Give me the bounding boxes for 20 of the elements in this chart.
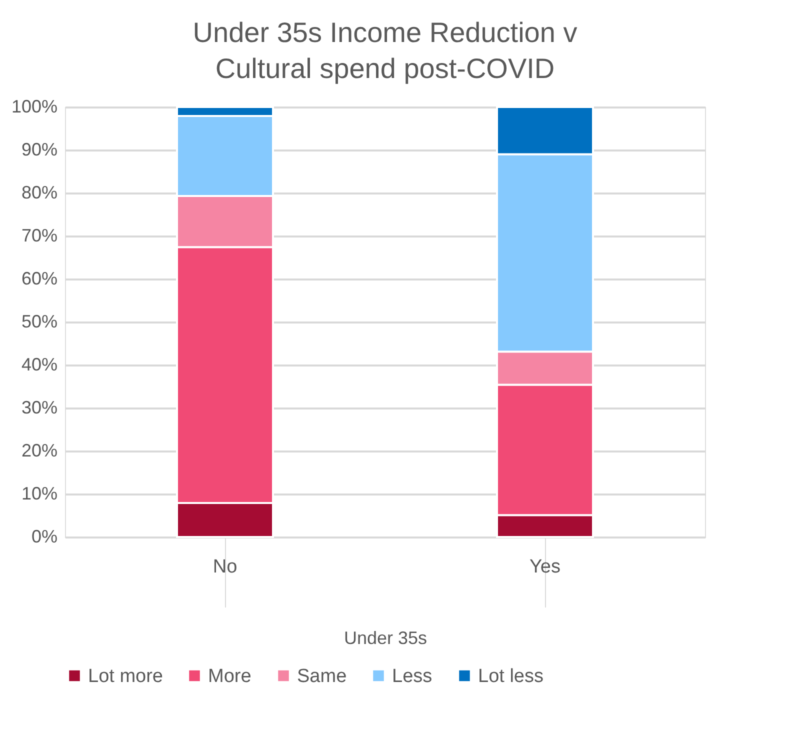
legend-label: Lot more (88, 666, 163, 687)
y-tick-label: 10% (21, 484, 58, 504)
y-tick-label: 30% (21, 398, 58, 418)
y-tick-label: 60% (21, 268, 58, 288)
y-tick-label: 70% (21, 226, 58, 246)
x-axis-title: Under 35s (344, 628, 428, 648)
chart-title: Under 35s Income Reduction v Cultural spend post-COVID (192, 17, 578, 84)
x-tick-label: No (212, 556, 238, 578)
legend-label: Lot less (478, 666, 544, 687)
y-tick-label: 40% (21, 354, 58, 374)
legend-label: Same (297, 666, 347, 687)
x-tick-label: Yes (530, 556, 560, 578)
y-tick-label: 90% (21, 140, 58, 160)
y-tick-label: 80% (21, 182, 58, 202)
legend-label: More (208, 666, 252, 687)
y-tick-label: 0% (31, 526, 58, 546)
y-tick-label: 20% (21, 440, 58, 460)
y-tick-label: 100% (11, 96, 58, 116)
legend-label: Less (392, 666, 432, 687)
y-tick-label: 50% (21, 312, 58, 332)
